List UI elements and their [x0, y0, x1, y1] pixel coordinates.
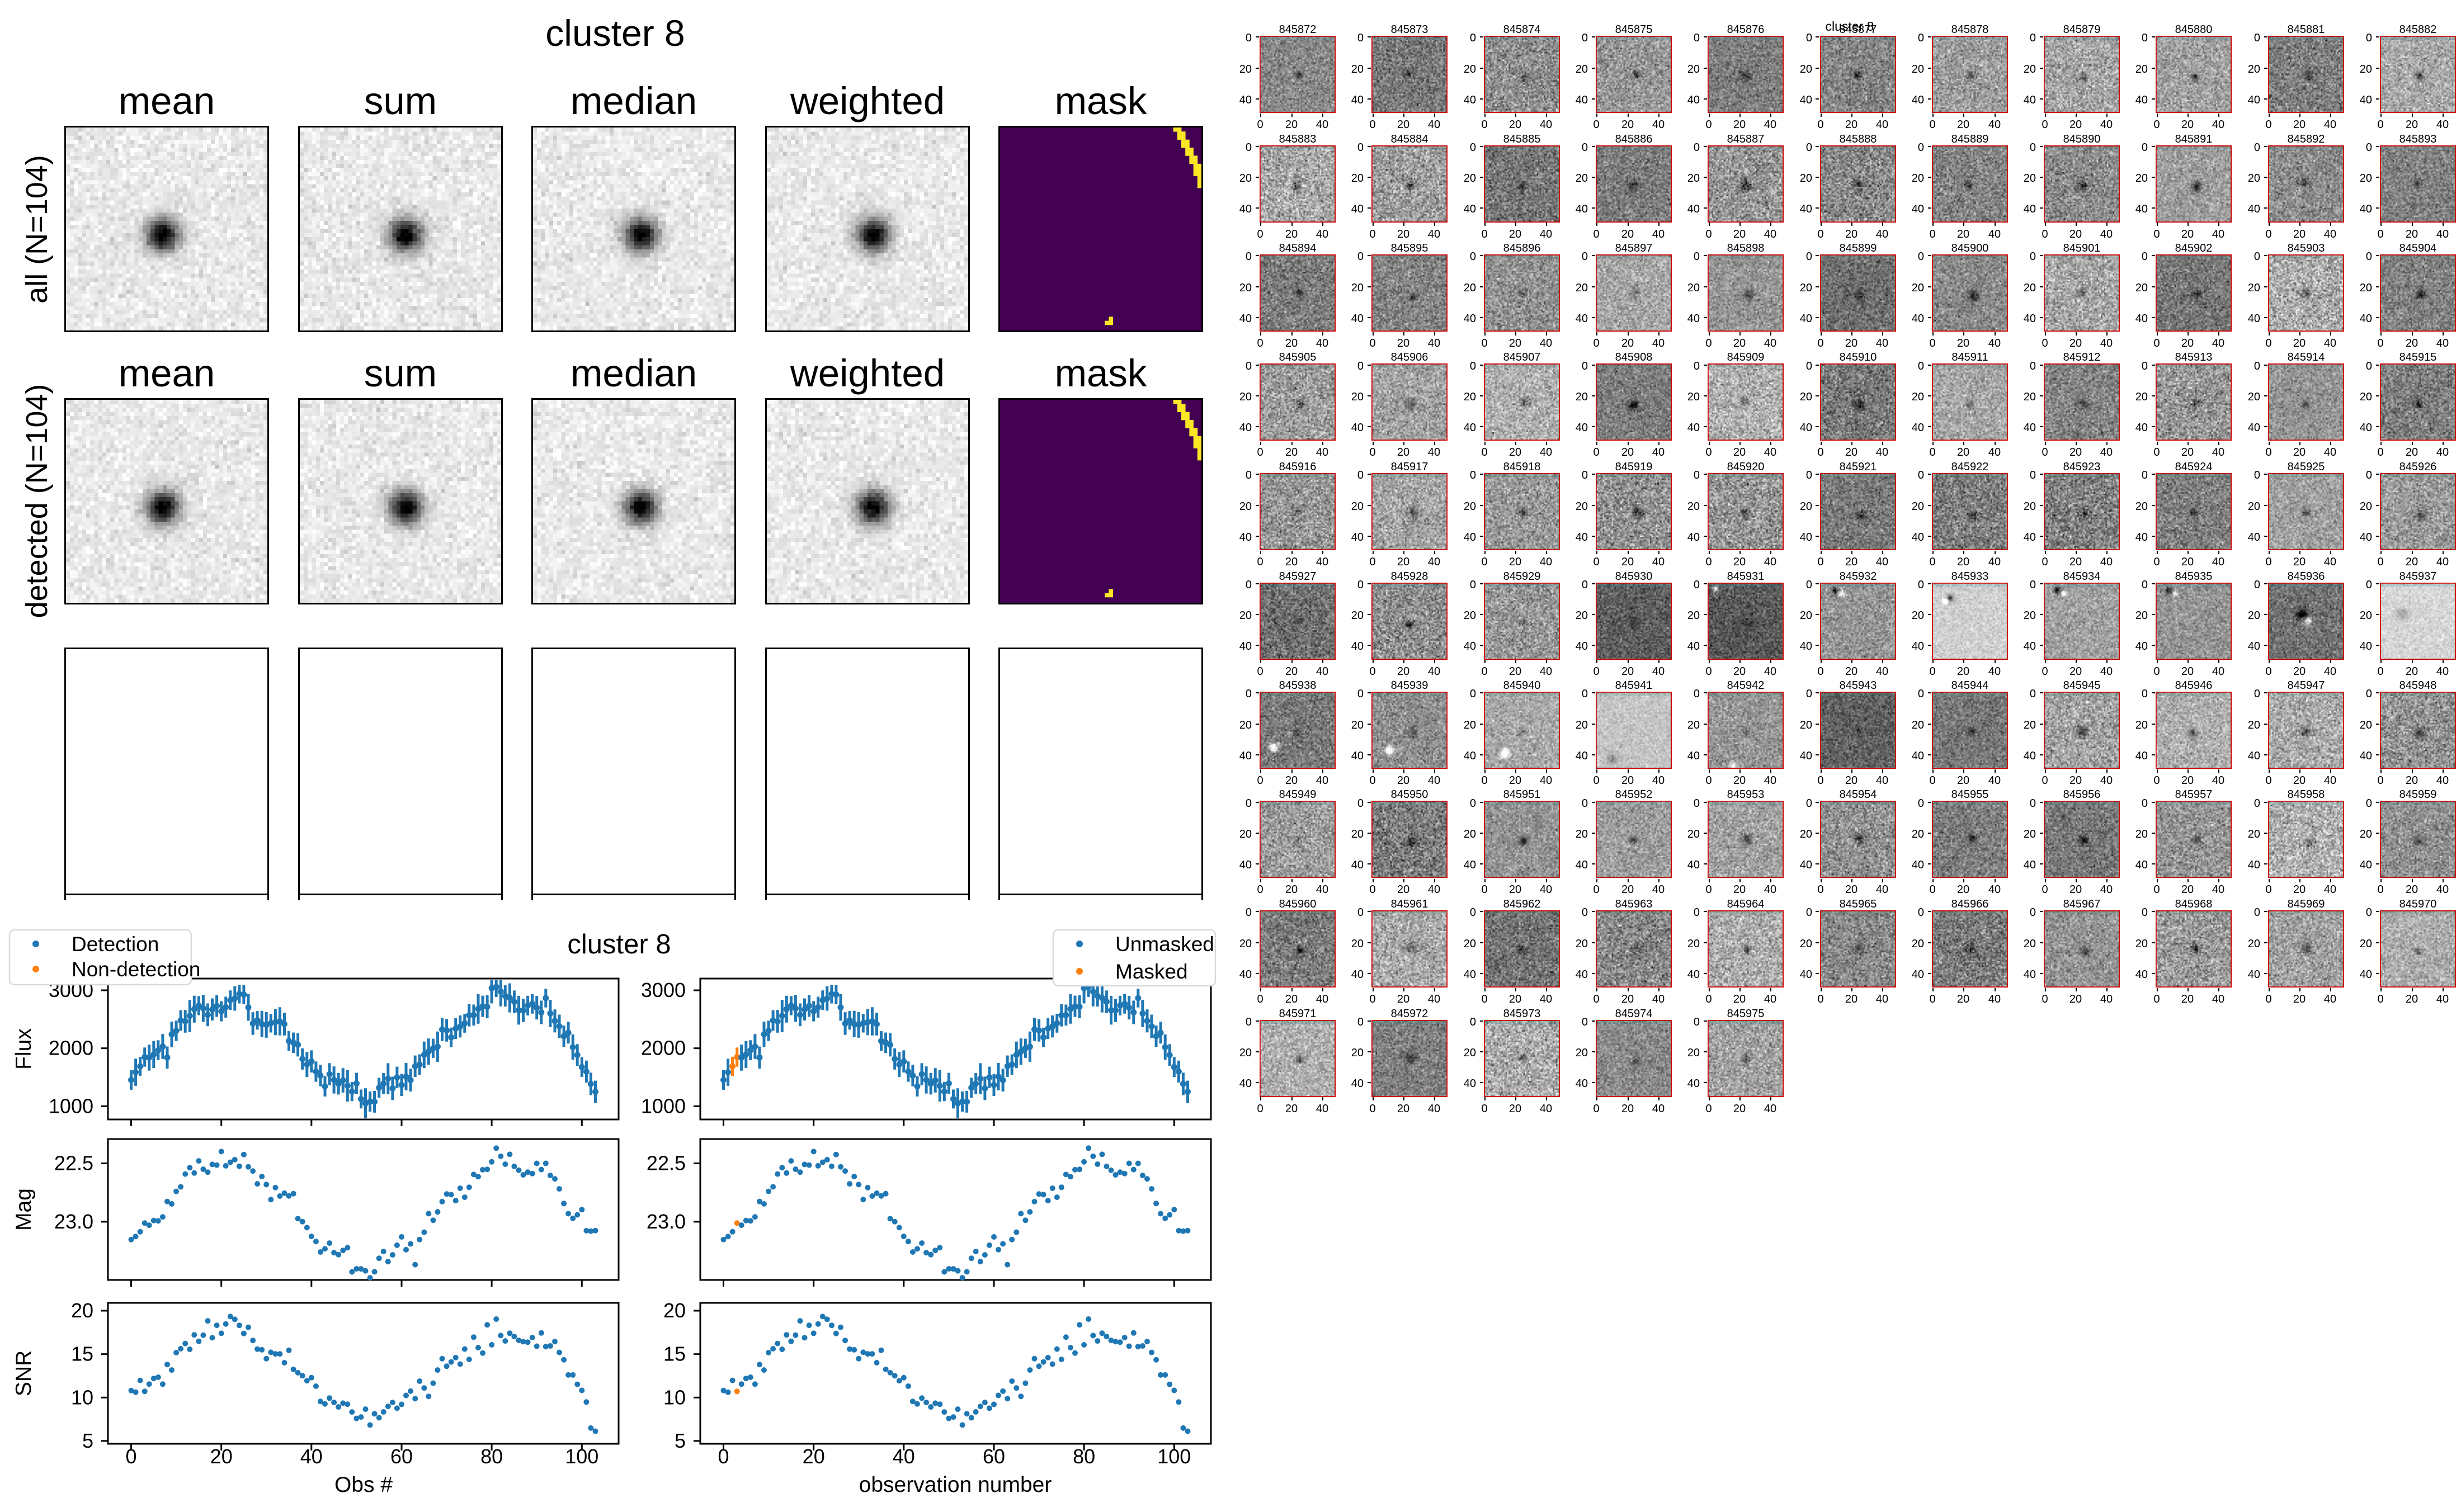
svg-text:80: 80: [480, 1445, 503, 1468]
svg-text:60: 60: [390, 1445, 413, 1468]
svg-text:Unmasked: Unmasked: [1115, 933, 1214, 956]
svg-text:20: 20: [210, 1445, 233, 1468]
svg-text:23.0: 23.0: [54, 1210, 93, 1233]
svg-text:10: 10: [663, 1386, 686, 1409]
svg-text:100: 100: [565, 1445, 598, 1468]
svg-text:22.5: 22.5: [54, 1152, 93, 1175]
svg-text:Obs #: Obs #: [334, 1473, 393, 1497]
svg-text:Detection: Detection: [72, 933, 159, 956]
svg-text:80: 80: [1073, 1445, 1095, 1468]
svg-text:60: 60: [983, 1445, 1005, 1468]
svg-text:observation number: observation number: [859, 1473, 1052, 1497]
svg-text:23.0: 23.0: [647, 1210, 686, 1233]
svg-text:2000: 2000: [49, 1037, 93, 1060]
svg-text:Masked: Masked: [1115, 960, 1188, 983]
svg-text:2000: 2000: [641, 1037, 686, 1060]
svg-text:22.5: 22.5: [647, 1152, 686, 1175]
svg-text:Non-detection: Non-detection: [72, 958, 200, 981]
svg-text:5: 5: [675, 1429, 686, 1452]
svg-text:20: 20: [71, 1299, 93, 1322]
svg-text:15: 15: [71, 1343, 93, 1365]
svg-text:Mag: Mag: [12, 1188, 36, 1231]
svg-text:3000: 3000: [641, 979, 686, 1001]
svg-text:40: 40: [893, 1445, 915, 1468]
svg-text:1000: 1000: [49, 1094, 93, 1117]
svg-text:1000: 1000: [641, 1094, 686, 1117]
svg-text:10: 10: [71, 1386, 93, 1409]
svg-text:100: 100: [1157, 1445, 1191, 1468]
svg-text:5: 5: [82, 1429, 93, 1452]
svg-text:0: 0: [718, 1445, 729, 1468]
svg-text:20: 20: [663, 1299, 686, 1322]
svg-text:0: 0: [125, 1445, 136, 1468]
svg-text:40: 40: [300, 1445, 323, 1468]
svg-text:SNR: SNR: [12, 1350, 36, 1396]
svg-text:Flux: Flux: [12, 1028, 36, 1070]
svg-text:20: 20: [803, 1445, 825, 1468]
svg-text:cluster 8: cluster 8: [567, 929, 671, 960]
svg-text:15: 15: [663, 1343, 686, 1365]
